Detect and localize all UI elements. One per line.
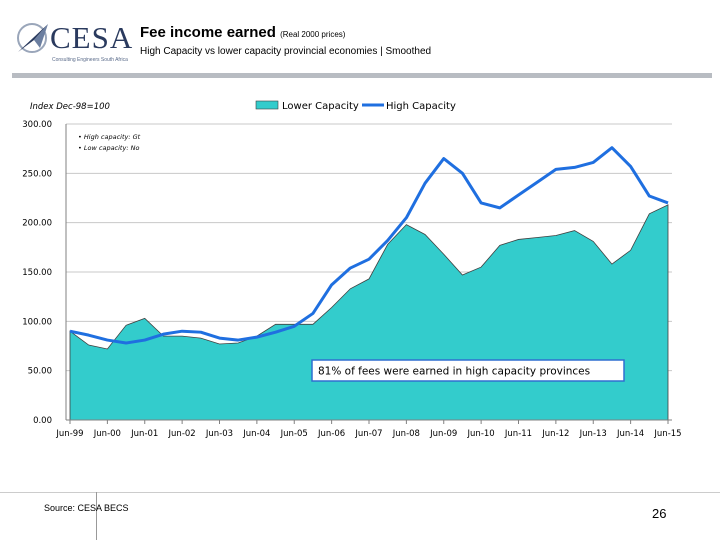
annotation-box — [311, 359, 625, 382]
source-note: Source: CESA BECS — [44, 503, 129, 513]
header-divider — [12, 73, 712, 78]
x-tick-label: Jun-03 — [205, 429, 233, 439]
title-main: Fee income earned — [140, 24, 276, 41]
y-tick-label: 200.00 — [22, 219, 52, 229]
legend-swatch-lower-capacity — [255, 100, 279, 110]
chart-note: • Low capacity: No — [78, 144, 139, 152]
x-tick-label: Jun-09 — [429, 429, 457, 439]
y-tick-label: 100.00 — [22, 317, 52, 327]
x-tick-label: Jun-08 — [392, 429, 420, 439]
y-axis-label: Index Dec-98=100 — [30, 102, 110, 112]
y-tick-label: 250.00 — [22, 169, 52, 179]
x-tick-label: Jun-15 — [653, 429, 681, 439]
y-tick-label: 300.00 — [22, 120, 52, 130]
footer-divider — [0, 492, 720, 493]
x-tick-label: Jun-11 — [504, 429, 532, 439]
chart-note: • High capacity: Gt — [78, 133, 141, 141]
fee-income-chart: 0.00 50.00 100.00 150.00 200.00 250.00 300.00 J… — [22, 100, 682, 439]
x-tick-label: Jun-12 — [541, 429, 569, 439]
x-tick-label: Jun-04 — [242, 429, 270, 439]
y-tick-label: 50.00 — [28, 367, 52, 377]
series-lower-capacity-area — [69, 204, 669, 421]
x-tick-label: Jun-02 — [168, 429, 196, 439]
x-tick-label: Jun-14 — [616, 429, 644, 439]
x-tick-label: Jun-99 — [55, 429, 83, 439]
y-tick-label: 0.00 — [33, 416, 52, 426]
x-tick-label: Jun-05 — [280, 429, 308, 439]
x-tick-label: Jun-00 — [93, 429, 121, 439]
logo-tagline: Consulting Engineers South Africa — [52, 57, 128, 63]
cesa-logo: CESA Consulting Engineers South Africa — [14, 14, 138, 66]
compass-logo-icon — [17, 23, 48, 53]
logo-text: CESA — [50, 20, 134, 55]
page-number: 26 — [652, 506, 667, 521]
footer-vertical-divider — [96, 492, 97, 540]
legend-label-high-capacity: High Capacity — [386, 101, 456, 112]
x-tick-label: Jun-13 — [579, 429, 607, 439]
series-high-capacity-line — [69, 146, 669, 345]
y-tick-label: 150.00 — [22, 268, 52, 278]
page-subtitle: High Capacity vs lower capacity provinci… — [140, 46, 432, 57]
annotation-text: 81% of fees were earned in high capacity… — [318, 366, 590, 378]
legend-label-lower-capacity: Lower Capacity — [282, 101, 359, 112]
x-tick-label: Jun-01 — [130, 429, 158, 439]
x-tick-label: Jun-07 — [354, 429, 382, 439]
title-suffix: (Real 2000 prices) — [280, 30, 346, 39]
x-tick-label: Jun-10 — [467, 429, 495, 439]
page-title: Fee income earned (Real 2000 prices) — [140, 24, 345, 41]
x-tick-label: Jun-06 — [317, 429, 345, 439]
